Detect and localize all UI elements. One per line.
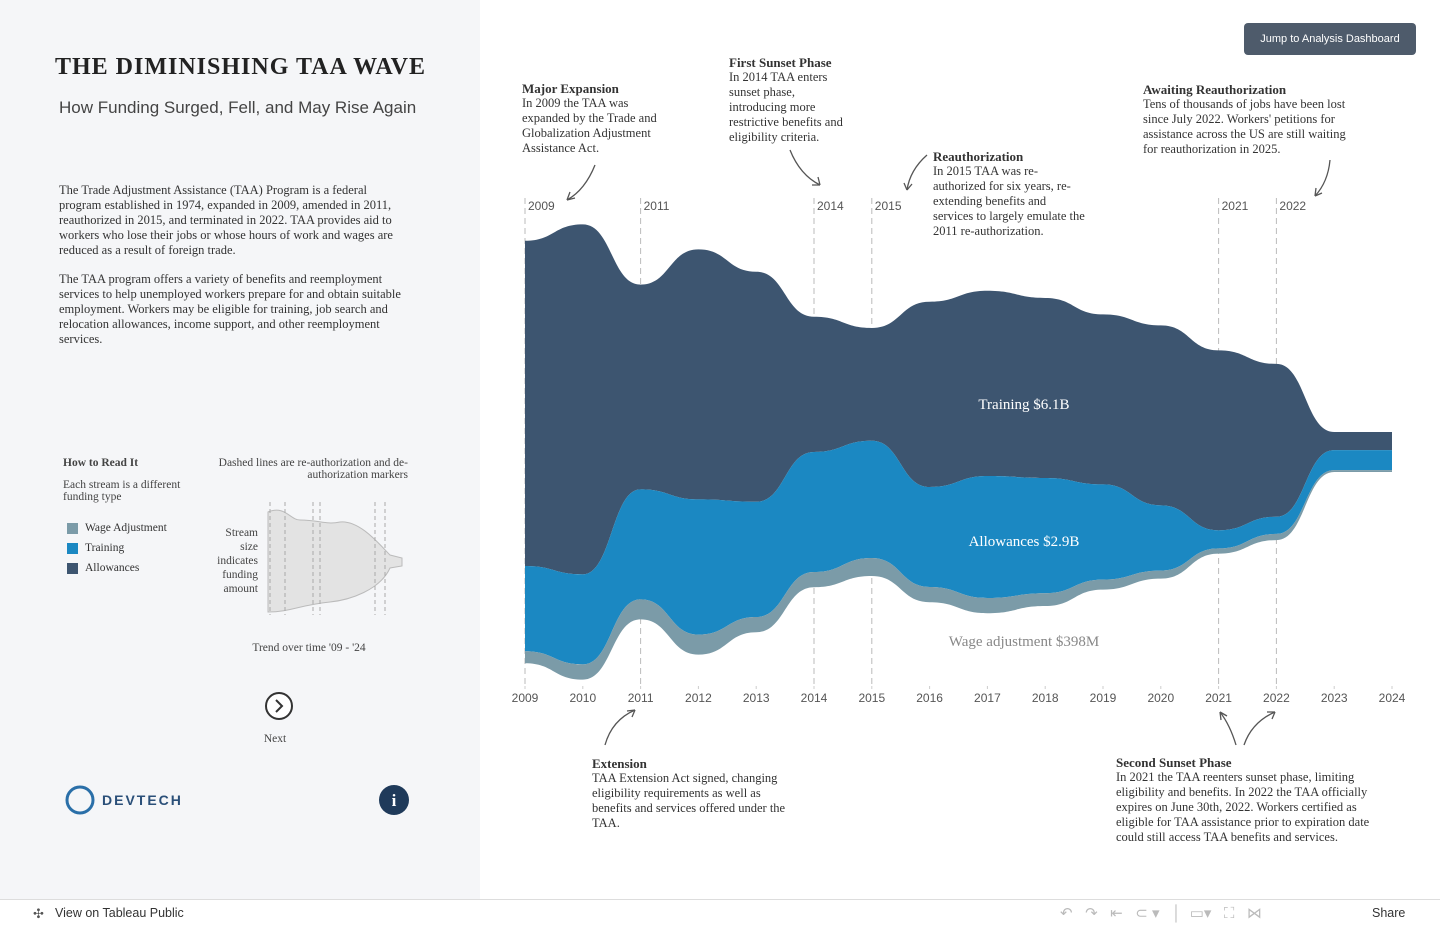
annotation-title: Major Expansion (522, 81, 619, 96)
marker-label: 2014 (817, 199, 844, 213)
x-tick-label: 2014 (801, 691, 828, 705)
x-tick-label: 2011 (628, 691, 654, 705)
stream-label: Training $6.1B (978, 397, 1069, 413)
logo-icon (65, 785, 95, 815)
logo: DEVTECH (102, 792, 183, 808)
legend-label: Allowances (85, 562, 140, 574)
x-tick-label: 2018 (1032, 691, 1059, 705)
dashed-note: Dashed lines are re-authorization and de… (218, 457, 408, 481)
marker-label: 2021 (1222, 199, 1249, 213)
arrows (566, 149, 1331, 746)
stream-note: Stream size indicates funding amount (217, 527, 258, 595)
x-tick-label: 2016 (916, 691, 943, 705)
next-icon (275, 699, 284, 713)
annotation: First Sunset Phase In 2014 TAA enters sun… (729, 55, 854, 145)
stream (525, 224, 1392, 575)
mini-chart (267, 502, 403, 615)
how-title: How to Read It (63, 457, 139, 469)
marker-label: 2015 (875, 199, 902, 213)
annotation-title: Extension (592, 756, 647, 771)
annotation: Extension TAA Extension Act signed, chang… (592, 756, 797, 831)
x-tick-label: 2020 (1147, 691, 1174, 705)
sidebar (0, 0, 480, 899)
legend-swatch (67, 562, 78, 574)
annotation-text: In 2015 TAA was re-authorized for six ye… (933, 164, 1085, 238)
legend-label: Training (85, 542, 125, 554)
chart: i 2009 2011 2014 2015 2021 2022 Training $6.1B… (65, 149, 1406, 815)
x-tick-label: 2012 (685, 691, 712, 705)
next-button[interactable] (265, 692, 293, 720)
annotation-title: Awaiting Reauthorization (1143, 82, 1287, 97)
annotation-text: In 2014 TAA enters sunset phase, introdu… (729, 70, 843, 144)
toolbar: ✣ View on Tableau Public ↶ ↷ ⇤ ⊂ ▾ │ ▭▾ … (0, 899, 1440, 928)
marker-label: 2022 (1279, 199, 1306, 213)
jump-button[interactable]: Jump to Analysis Dashboard (1244, 23, 1416, 55)
subtitle: How Funding Surged, Fell, and May Rise A… (59, 98, 417, 117)
toolbar-icons: ↶ ↷ ⇤ ⊂ ▾ │ ▭▾ ⛶ ⋈ (1060, 905, 1262, 922)
x-tick-label: 2010 (569, 691, 596, 705)
paragraph: The Trade Adjustment Assistance (TAA) Pr… (59, 183, 393, 257)
legend-swatch (67, 542, 78, 554)
legend-item: Training (67, 538, 167, 558)
x-tick-label: 2015 (858, 691, 885, 705)
x-tick-label: 2023 (1321, 691, 1348, 705)
annotation-text: Tens of thousands of jobs have been lost… (1143, 97, 1346, 156)
stream (525, 440, 1392, 665)
stream-label: Wage adjustment $398M (949, 634, 1099, 650)
annotation: Reauthorization In 2015 TAA was re-author… (933, 149, 1085, 239)
annotation: Awaiting Reauthorization Tens of thousand… (1143, 82, 1348, 157)
tableau-icon: ✣ (33, 906, 44, 921)
annotation-title: First Sunset Phase (729, 55, 832, 70)
x-tick-label: 2022 (1263, 691, 1290, 705)
legend-item: Wage Adjustment (67, 518, 167, 538)
title: THE DIMINISHING TAA WAVE (55, 54, 426, 80)
x-tick-label: 2024 (1379, 691, 1406, 705)
annotation-text: In 2009 the TAA was expanded by the Trad… (522, 96, 657, 155)
paragraph: The TAA program offers a variety of bene… (59, 272, 401, 346)
annotation-title: Second Sunset Phase (1116, 755, 1232, 770)
annotation-text: TAA Extension Act signed, changing eligi… (592, 771, 786, 830)
x-tick-label: 2021 (1205, 691, 1232, 705)
info-icon: i (392, 791, 397, 810)
stream-label: Allowances $2.9B (969, 534, 1080, 550)
legend: Wage Adjustment Training Allowances (67, 518, 167, 578)
x-tick-label: 2013 (743, 691, 770, 705)
x-tick-label: 2009 (512, 691, 539, 705)
how-subtitle: Each stream is a different funding type (63, 479, 181, 503)
legend-swatch (67, 522, 78, 534)
annotation-text: In 2021 the TAA reenters sunset phase, l… (1116, 770, 1370, 844)
info-button[interactable] (379, 785, 409, 815)
legend-item: Allowances (67, 558, 167, 578)
annotation-title: Reauthorization (933, 149, 1024, 164)
share-button[interactable]: Share (1372, 906, 1406, 920)
next-label: Next (263, 733, 287, 745)
stream (525, 470, 1392, 680)
annotation: Second Sunset Phase In 2021 the TAA reent… (1116, 755, 1396, 845)
trend-note: Trend over time '09 - '24 (252, 642, 366, 654)
streams (525, 224, 1392, 680)
x-tick-label: 2017 (974, 691, 1001, 705)
annotation: Major Expansion In 2009 the TAA was expan… (522, 81, 672, 156)
x-tick-label: 2019 (1090, 691, 1117, 705)
marker-label: 2011 (644, 199, 670, 213)
legend-label: Wage Adjustment (85, 522, 167, 534)
tableau-link[interactable]: View on Tableau Public (55, 906, 184, 920)
marker-label: 2009 (528, 199, 555, 213)
